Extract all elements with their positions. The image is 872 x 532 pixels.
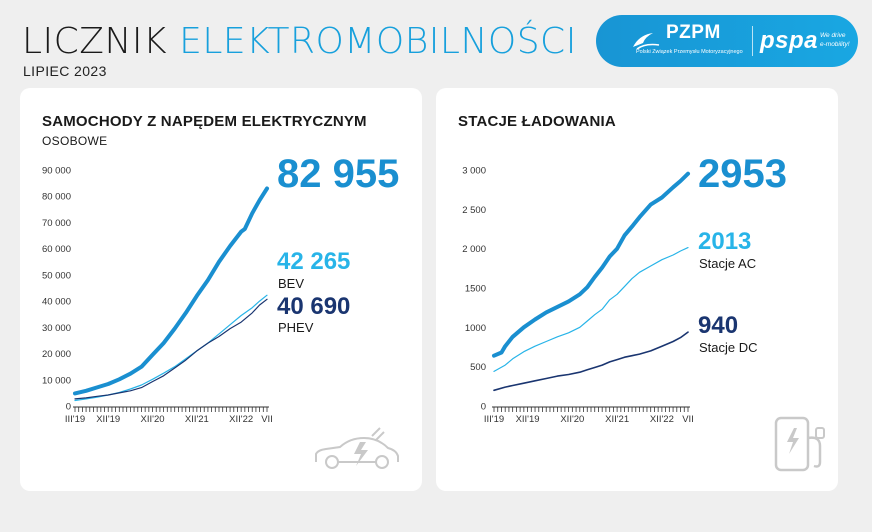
series-line-stacje-ac — [493, 247, 689, 372]
page-subtitle: LIPIEC 2023 — [23, 63, 107, 79]
page-title: LICZNIK ELEKTROMOBILNOŚCI — [22, 22, 577, 62]
charging-stations-panel: STACJE ŁADOWANIA 0 500 1000 1500 2 000 2 500 3… — [436, 88, 838, 491]
ev-cars-title: SAMOCHODY Z NAPĘDEM ELEKTRYCZNYM — [42, 113, 367, 130]
x-tick-label: VII — [682, 414, 694, 425]
series-line-razem — [492, 171, 690, 358]
y-tick-label: 2 000 — [462, 244, 486, 255]
bev-label: BEV — [278, 276, 305, 291]
stations-title: STACJE ŁADOWANIA — [458, 113, 616, 130]
y-tick-label: 80 000 — [42, 192, 71, 203]
y-tick-label: 70 000 — [42, 218, 71, 229]
x-tick-label: III'19 — [65, 414, 85, 425]
x-tick-label: XII'19 — [516, 414, 540, 425]
y-tick-label: 0 — [66, 402, 71, 413]
x-tick-label: XII'22 — [229, 414, 253, 425]
logo-divider — [752, 26, 753, 56]
x-tick-label: XII'20 — [560, 414, 584, 425]
series-line-stacje-dc — [493, 331, 689, 392]
y-tick-label: 30 000 — [42, 323, 71, 334]
y-tick-label: 50 000 — [42, 270, 71, 281]
y-tick-label: 60 000 — [42, 244, 71, 255]
dc-value: 940 — [698, 312, 739, 339]
y-tick-label: 1000 — [465, 323, 486, 334]
ev-cars-subtitle: OSOBOWE — [42, 134, 108, 148]
pzpm-logo-icon — [633, 33, 660, 50]
title-part-2: ELEKTROMOBILNOŚCI — [179, 21, 577, 62]
y-tick-label: 2 500 — [462, 205, 486, 216]
y-tick-label: 0 — [481, 402, 486, 413]
x-tick-label: III'19 — [484, 414, 504, 425]
charging-station-icon — [774, 416, 825, 472]
pzpm-full-name: Polski Związek Przemysłu Motoryzacyjnego — [636, 49, 743, 55]
y-tick-label: 10 000 — [42, 375, 71, 386]
y-tick-label: 40 000 — [42, 297, 71, 308]
x-tick-label: XII'21 — [605, 414, 629, 425]
ac-value: 2013 — [698, 228, 752, 255]
y-tick-label: 20 000 — [42, 349, 71, 360]
y-tick-label: 500 — [470, 362, 486, 373]
partner-logos-banner: PZPM Polski Związek Przemysłu Motoryzacy… — [596, 15, 858, 67]
ev-cars-chart: 0 10 000 20 000 30 000 40 000 50 000 60 000 70 … — [42, 166, 273, 426]
pzpm-logo-text: PZPM — [666, 22, 721, 43]
electric-car-icon — [315, 427, 399, 469]
series-line-phev — [74, 298, 268, 400]
series-line-razem — [73, 186, 269, 396]
title-part-1: LICZNIK — [22, 21, 168, 62]
ev-cars-total: 82 955 — [277, 152, 400, 196]
stations-chart: 0 500 1000 1500 2 000 2 500 3 000 III'19 XII'19 X… — [462, 166, 694, 426]
y-tick-label: 1500 — [465, 284, 486, 295]
x-tick-label: XII'22 — [650, 414, 674, 425]
dc-label: Stacje DC — [699, 340, 758, 355]
ac-label: Stacje AC — [699, 256, 757, 271]
y-tick-label: 90 000 — [42, 166, 71, 177]
bev-value: 42 265 — [277, 248, 351, 275]
x-tick-label: XII'21 — [185, 414, 209, 425]
stations-total: 2953 — [698, 152, 787, 196]
ev-cars-panel: SAMOCHODY Z NAPĘDEM ELEKTRYCZNYM OSOBOWE… — [20, 88, 422, 491]
y-tick-label: 3 000 — [462, 166, 486, 177]
phev-value: 40 690 — [277, 293, 351, 320]
x-tick-label: XII'20 — [141, 414, 165, 425]
pspa-slogan: We drive e-mobility! — [820, 32, 850, 48]
x-tick-label: VII — [261, 414, 273, 425]
x-tick-label: XII'19 — [96, 414, 120, 425]
phev-label: PHEV — [278, 320, 314, 335]
pspa-logo-text: pspa — [760, 27, 819, 54]
